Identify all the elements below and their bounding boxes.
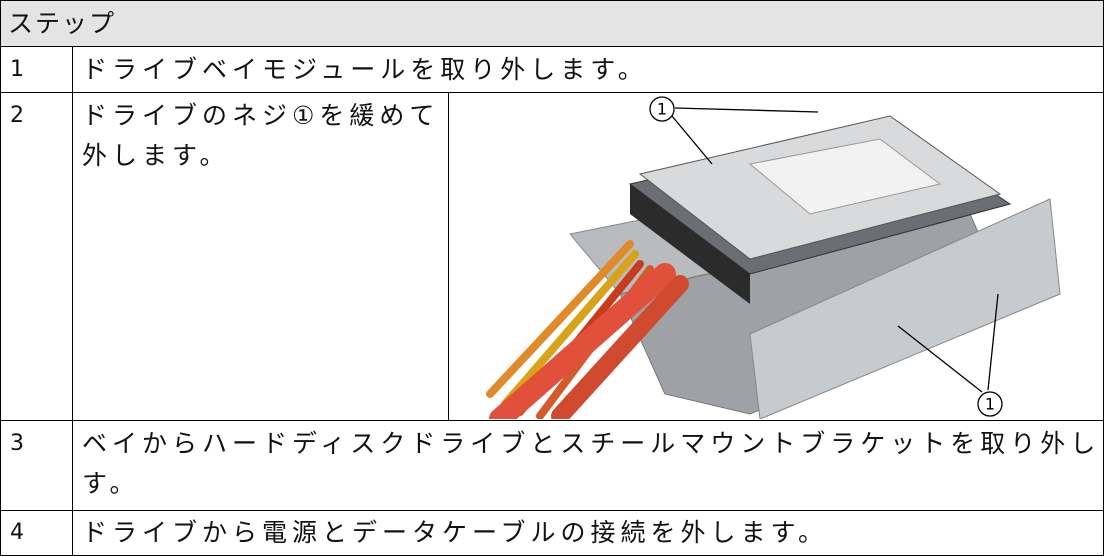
step-cell (0, 92, 73, 421)
drive-label (748, 138, 942, 215)
callout-circle (649, 96, 675, 122)
step-number: 2 (10, 103, 24, 128)
callout-circle (977, 391, 1003, 417)
step-text: ドライブベイモジュールを取り外します。 (82, 55, 648, 84)
header-title: ステップ (8, 9, 117, 38)
step-number: 3 (10, 431, 24, 456)
step-number: 4 (10, 520, 24, 545)
step-text: ドライブのネジ①を緩めて (82, 101, 440, 130)
callout-lines (671, 107, 999, 393)
step-text: ドライブから電源とデータケーブルの接続を外します。 (82, 518, 829, 547)
callout-label: 1 (657, 100, 667, 119)
bracket-front (749, 198, 1061, 419)
drive-side (630, 184, 750, 304)
cables (486, 240, 689, 419)
callout-label: 1 (985, 395, 995, 414)
header-cell (0, 0, 1104, 47)
drive-photo: 1 1 (486, 96, 1061, 419)
step-text: す。 (82, 469, 140, 498)
step-text: ベイからハードディスクドライブとスチールマウントブラケットを取り外しま (82, 429, 1104, 458)
step-text: 外します。 (82, 141, 230, 170)
step-number: 1 (10, 57, 24, 82)
